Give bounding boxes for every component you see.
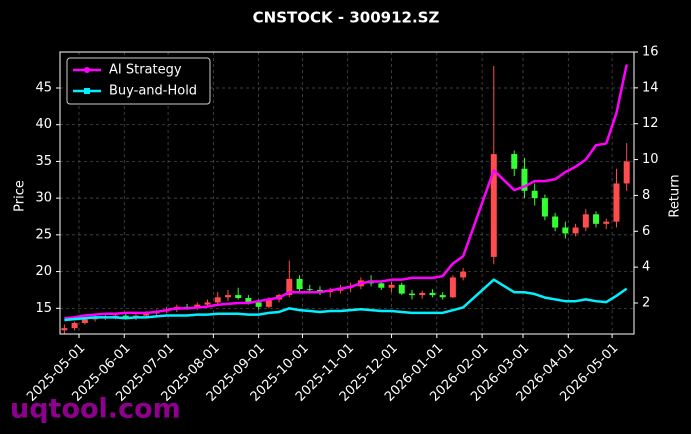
- candle-body: [541, 198, 548, 217]
- y-tick-label: 30: [35, 191, 52, 206]
- candle-body: [439, 295, 446, 298]
- y2-tick-label: 12: [642, 116, 659, 131]
- y2-tick-label: 10: [642, 152, 659, 167]
- legend-label: AI Strategy: [109, 63, 182, 78]
- candle-body: [378, 283, 385, 288]
- series-line: [64, 278, 628, 322]
- y-tick-label: 25: [35, 227, 52, 242]
- y2-axis-label: Return: [668, 174, 683, 217]
- legend-box: [66, 57, 211, 105]
- candle-body: [593, 214, 600, 224]
- candle-body: [286, 278, 293, 296]
- candle-body: [449, 277, 456, 298]
- candle-body: [531, 190, 538, 199]
- candle-body: [613, 183, 620, 222]
- candle-body: [419, 292, 426, 296]
- y2-tick-label: 8: [642, 188, 650, 203]
- y-tick-label: 40: [35, 117, 52, 132]
- candle-body: [490, 154, 497, 257]
- candle-body: [245, 298, 252, 303]
- y2-tick-label: 4: [642, 260, 650, 275]
- y-tick-label: 35: [35, 154, 52, 169]
- chart-title: CNSTOCK - 300912.SZ: [253, 9, 440, 27]
- candle-body: [122, 315, 129, 318]
- candle-body: [61, 328, 68, 331]
- candle-body: [265, 299, 272, 307]
- y2-tick-label: 16: [642, 45, 659, 60]
- candle-body: [296, 278, 303, 290]
- y-tick-label: 20: [35, 264, 52, 279]
- candle-body: [460, 271, 467, 278]
- candle-body: [429, 292, 436, 296]
- candle-body: [388, 284, 395, 288]
- candle-body: [204, 302, 211, 305]
- legend-label: Buy-and-Hold: [109, 84, 197, 99]
- candle-body: [306, 289, 313, 291]
- candle-body: [255, 302, 262, 307]
- candle-body: [562, 227, 569, 234]
- watermark: uqtool.com: [10, 394, 181, 425]
- y-axis-label: Price: [13, 180, 28, 212]
- candle-body: [224, 295, 231, 298]
- candle-body: [214, 297, 221, 303]
- y2-tick-label: 14: [642, 80, 659, 95]
- candle-body: [623, 161, 630, 184]
- candle-body: [235, 295, 242, 299]
- candle-body: [71, 322, 78, 329]
- candle-body: [143, 313, 150, 316]
- y2-tick-label: 2: [642, 295, 650, 310]
- legend-marker: [84, 67, 90, 73]
- candle-body: [511, 154, 518, 169]
- legend-marker: [84, 88, 90, 94]
- plot-frame: [59, 51, 635, 335]
- candle-body: [552, 216, 559, 228]
- candle-body: [408, 293, 415, 296]
- series-line: [64, 64, 628, 320]
- candle-body: [521, 168, 528, 191]
- y-tick-label: 45: [35, 80, 52, 95]
- y-tick-label: 15: [35, 301, 52, 316]
- candle-body: [603, 221, 610, 224]
- candle-body: [572, 227, 579, 234]
- candle-body: [398, 284, 405, 294]
- candle-body: [582, 214, 589, 228]
- y2-tick-label: 6: [642, 224, 650, 239]
- candle-body: [81, 319, 88, 323]
